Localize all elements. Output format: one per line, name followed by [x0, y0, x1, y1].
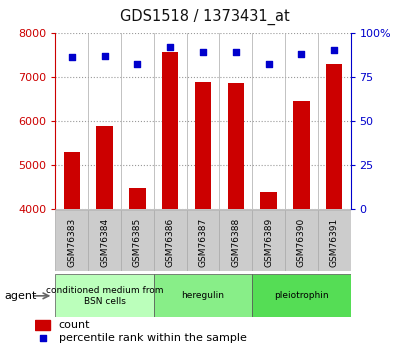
- Bar: [121, 210, 153, 271]
- Bar: [284, 210, 317, 271]
- Point: [297, 51, 304, 57]
- Bar: [194, 82, 211, 209]
- Text: GDS1518 / 1373431_at: GDS1518 / 1373431_at: [120, 9, 289, 25]
- Point: [232, 49, 238, 55]
- Text: GSM76384: GSM76384: [100, 218, 109, 267]
- Text: GSM76386: GSM76386: [165, 218, 174, 267]
- Point: [68, 55, 75, 60]
- Text: pleiotrophin: pleiotrophin: [273, 291, 328, 300]
- Bar: [153, 274, 252, 317]
- Point: [101, 53, 108, 58]
- Bar: [153, 210, 186, 271]
- Bar: [317, 210, 350, 271]
- Text: percentile rank within the sample: percentile rank within the sample: [59, 333, 246, 343]
- Bar: [252, 210, 284, 271]
- Text: GSM76389: GSM76389: [263, 218, 272, 267]
- Point: [166, 44, 173, 50]
- Text: GSM76390: GSM76390: [296, 218, 305, 267]
- Point: [134, 62, 140, 67]
- Text: GSM76391: GSM76391: [329, 218, 338, 267]
- Text: heregulin: heregulin: [181, 291, 224, 300]
- Text: GSM76385: GSM76385: [133, 218, 142, 267]
- Point: [199, 49, 206, 55]
- Bar: [63, 151, 80, 209]
- Point: [330, 48, 337, 53]
- Bar: [186, 210, 219, 271]
- Bar: [292, 101, 309, 209]
- Bar: [227, 83, 243, 209]
- Text: agent: agent: [4, 291, 36, 301]
- Bar: [96, 127, 112, 209]
- Point: [265, 62, 271, 67]
- Bar: [252, 274, 350, 317]
- Bar: [35, 320, 49, 330]
- Bar: [55, 274, 153, 317]
- Text: GSM76388: GSM76388: [231, 218, 240, 267]
- Text: conditioned medium from
BSN cells: conditioned medium from BSN cells: [46, 286, 163, 306]
- Bar: [88, 210, 121, 271]
- Bar: [325, 65, 342, 209]
- Text: count: count: [59, 320, 90, 330]
- Bar: [219, 210, 252, 271]
- Bar: [129, 188, 145, 209]
- Text: GSM76387: GSM76387: [198, 218, 207, 267]
- Bar: [260, 192, 276, 209]
- Bar: [55, 210, 88, 271]
- Point: [40, 335, 46, 341]
- Bar: [162, 52, 178, 209]
- Text: GSM76383: GSM76383: [67, 218, 76, 267]
